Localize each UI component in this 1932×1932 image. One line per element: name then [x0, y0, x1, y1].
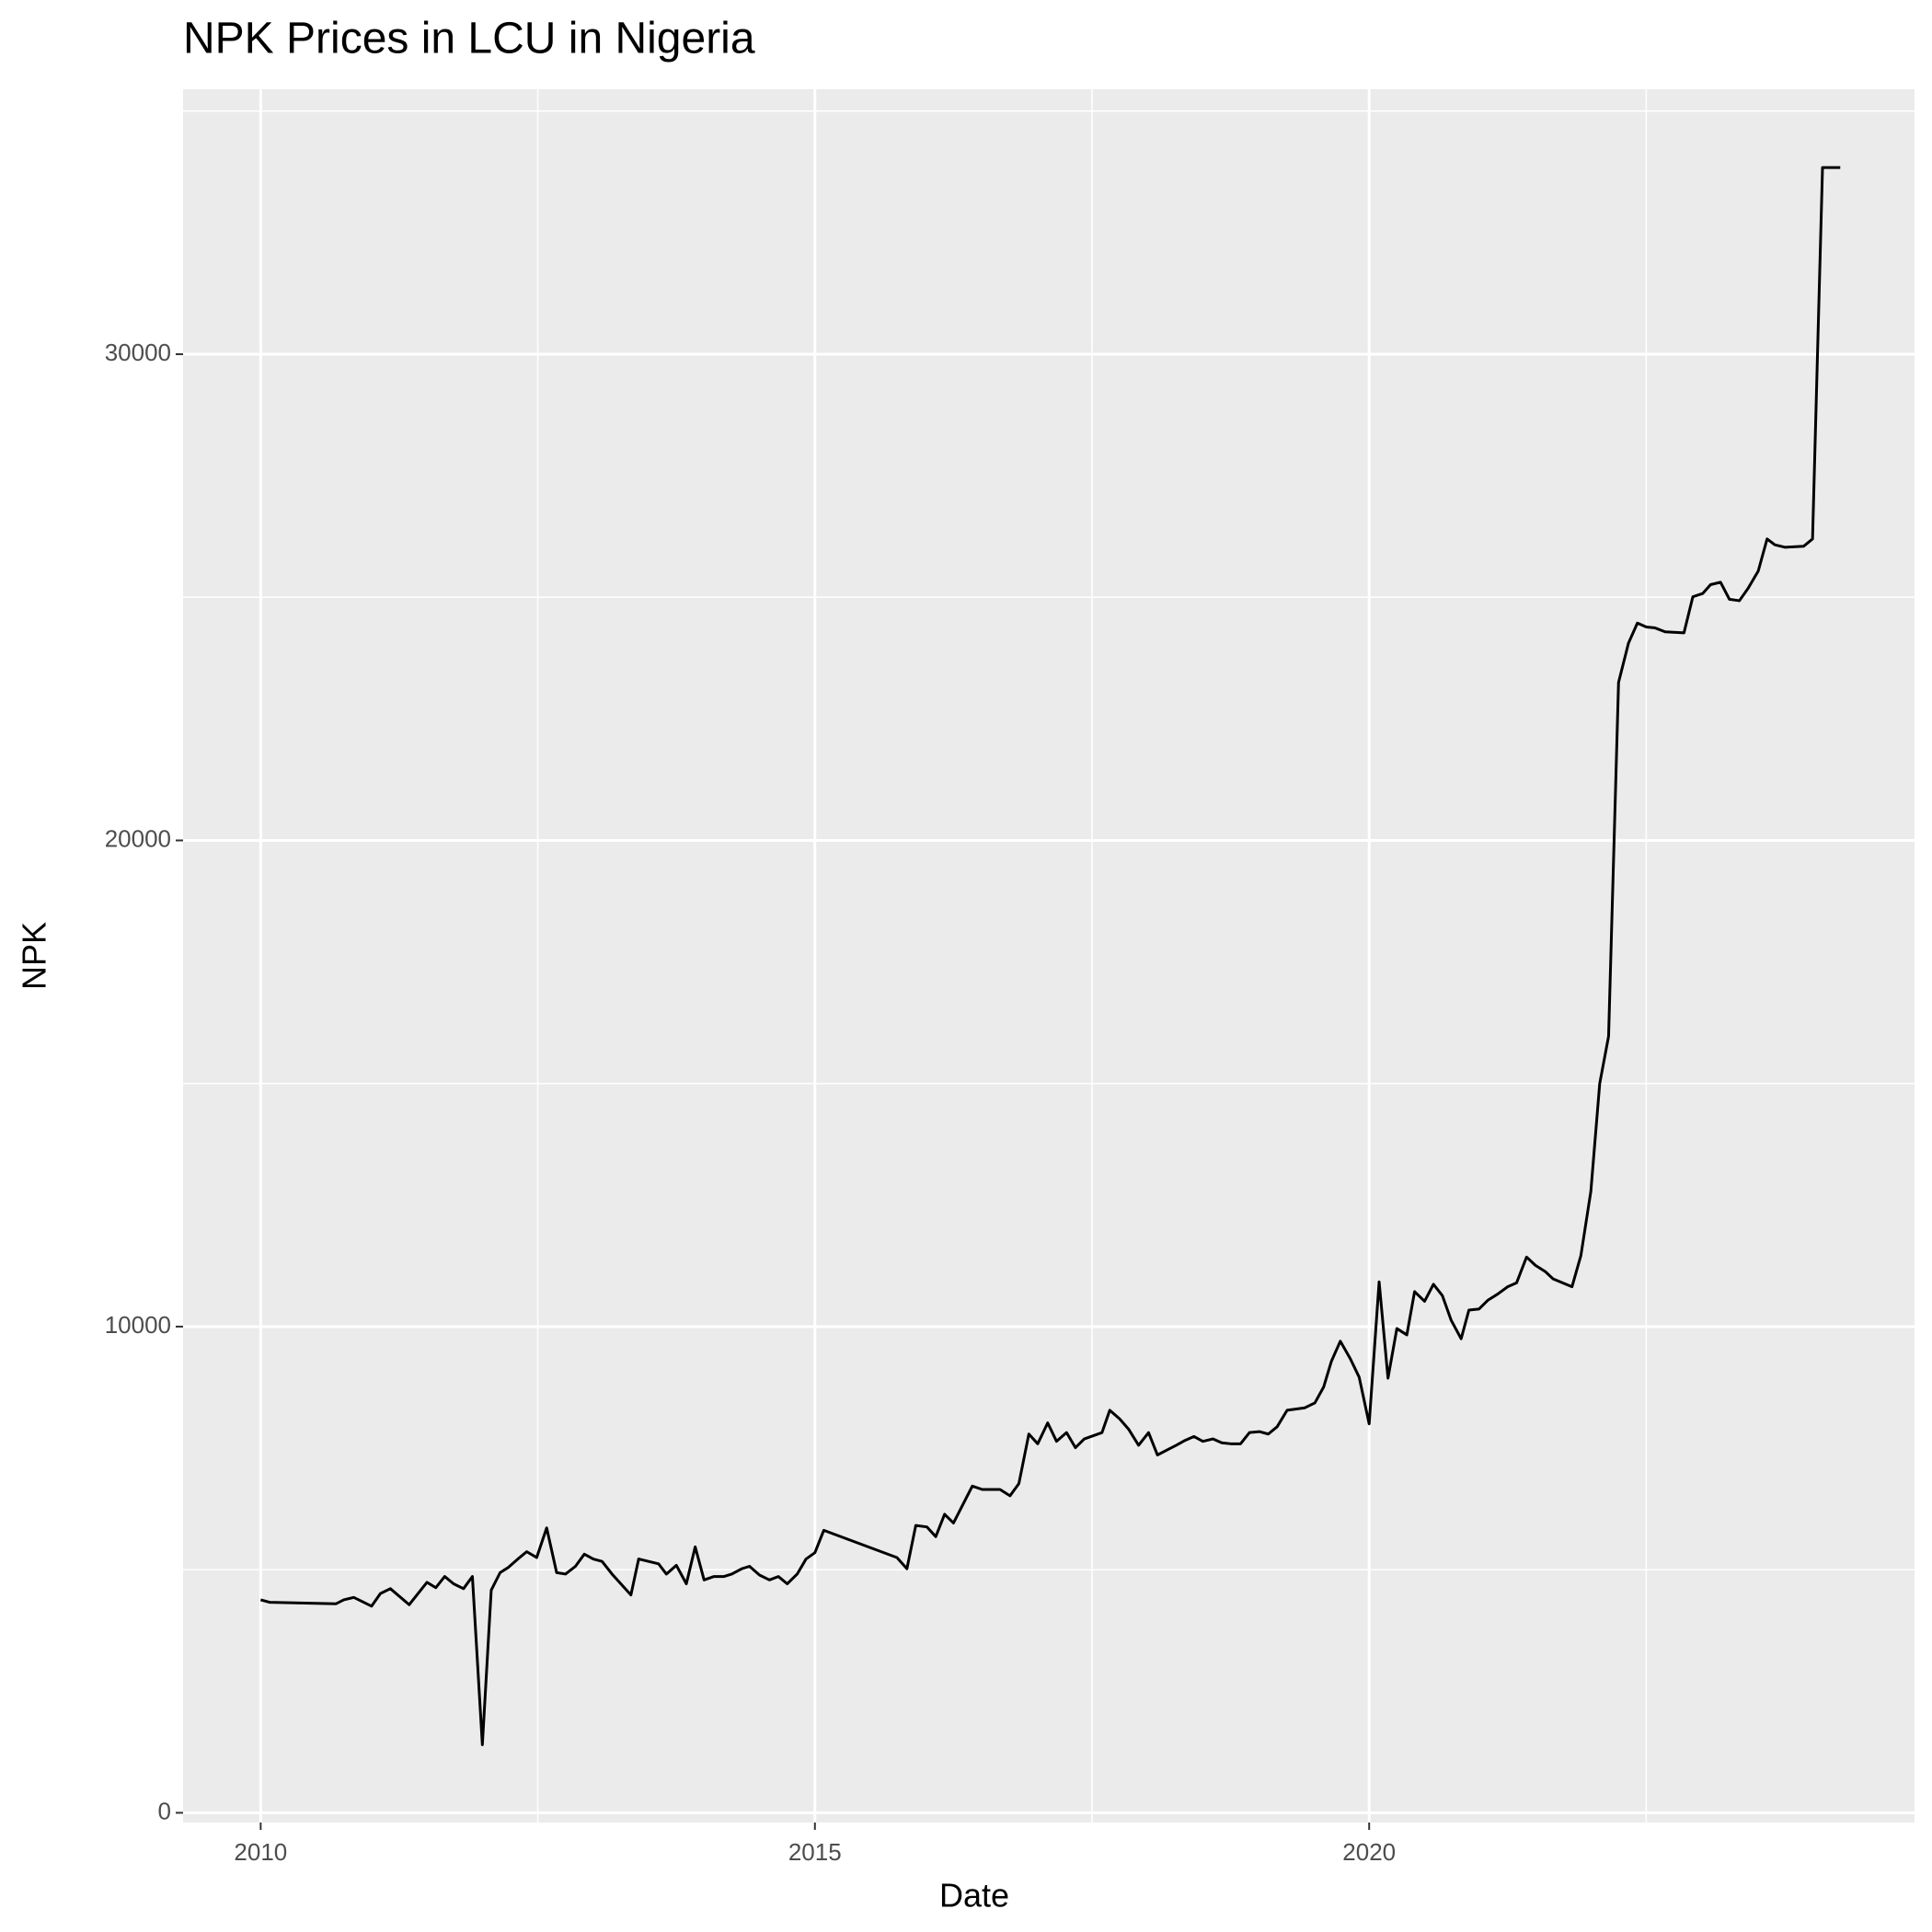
x-tick-label: 2010 — [234, 1838, 287, 1866]
y-tick-label: 10000 — [105, 1311, 171, 1339]
y-tick-label: 20000 — [105, 824, 171, 852]
data-line — [259, 166, 1841, 1746]
y-tick-label: 0 — [158, 1797, 171, 1824]
x-tick-label: 2020 — [1342, 1838, 1396, 1866]
x-tick-label: 2015 — [788, 1838, 842, 1866]
plot-panel — [183, 89, 1915, 1823]
x-axis-title: Date — [939, 1877, 1009, 1915]
y-tick-label: 30000 — [105, 339, 171, 366]
chart-title: NPK Prices in LCU in Nigeria — [183, 15, 755, 63]
y-axis-title: NPK — [16, 922, 53, 990]
